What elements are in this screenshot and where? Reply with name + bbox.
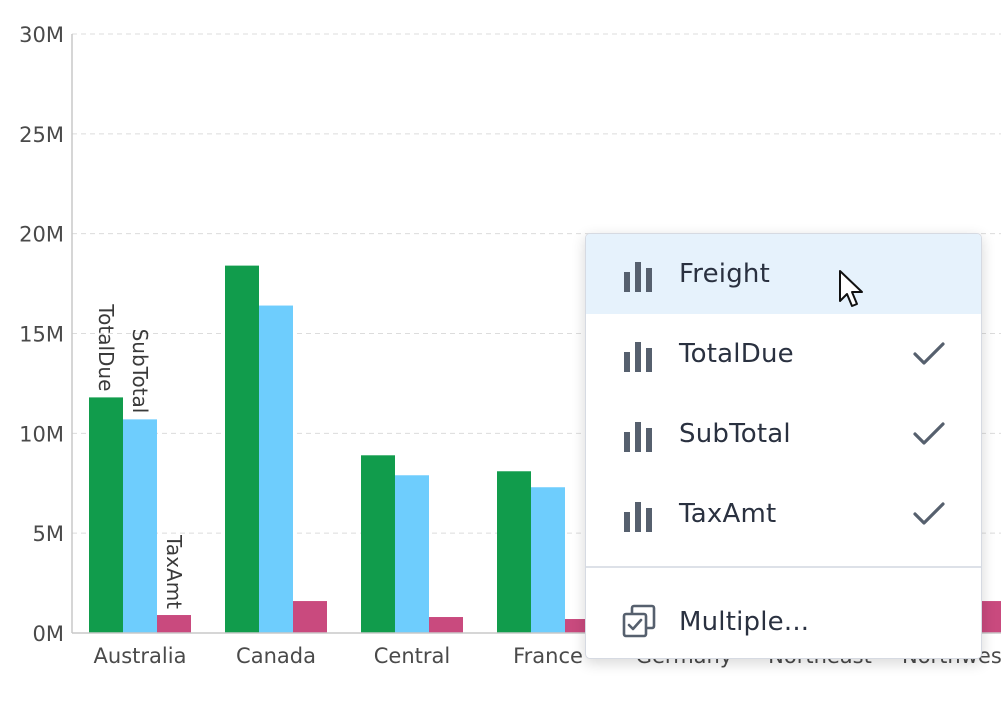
bar-series-label: TotalDue [94,303,118,391]
bar-taxamt-central[interactable] [429,617,463,633]
bar-series-label: SubTotal [128,329,152,414]
bar-chart-icon [624,342,652,372]
y-tick-label: 30M [19,23,64,47]
menu-item-taxamt[interactable]: TaxAmt [586,474,981,554]
x-tick-label: Central [374,644,450,668]
menu-item-subtotal[interactable]: SubTotal [586,394,981,474]
series-dropdown-menu: Freight TotalDue SubTotal TaxAmt [585,233,982,659]
bar-chart-icon [624,422,652,452]
y-tick-label: 5M [33,522,64,546]
mouse-pointer-icon [839,270,863,307]
bar-totaldue-central[interactable] [361,455,395,633]
bar-chart-icon [624,502,652,532]
y-tick-label: 25M [19,123,64,147]
y-tick-label: 15M [19,323,64,347]
menu-item-label: Multiple... [679,607,810,637]
multi-select-icon [622,604,656,638]
menu-item-freight[interactable]: Freight [586,234,981,314]
y-tick-label: 20M [19,223,64,247]
bar-subtotal-australia[interactable] [123,419,157,633]
menu-divider [586,566,981,568]
menu-item-multiple[interactable]: Multiple... [586,582,981,658]
check-icon [913,502,945,525]
bar-subtotal-france[interactable] [531,487,565,633]
bar-taxamt-canada[interactable] [293,601,327,633]
menu-item-label: Freight [679,259,770,289]
x-tick-label: Australia [94,644,187,668]
y-tick-label: 0M [33,622,64,646]
bar-totaldue-australia[interactable] [89,397,123,633]
x-tick-label: France [513,644,583,668]
menu-item-label: TaxAmt [679,499,777,529]
bar-series-label: TaxAmt [162,534,186,609]
bar-totaldue-france[interactable] [497,471,531,633]
bar-subtotal-canada[interactable] [259,305,293,633]
menu-item-label: SubTotal [679,419,791,449]
check-icon [913,422,945,445]
menu-item-totaldue[interactable]: TotalDue [586,314,981,394]
bar-taxamt-australia[interactable] [157,615,191,633]
menu-item-label: TotalDue [679,339,794,369]
bar-chart-icon [624,262,652,292]
bar-subtotal-central[interactable] [395,475,429,633]
y-tick-label: 10M [19,422,64,446]
x-tick-label: Canada [236,644,316,668]
bar-totaldue-canada[interactable] [225,265,259,633]
check-icon [913,342,945,365]
